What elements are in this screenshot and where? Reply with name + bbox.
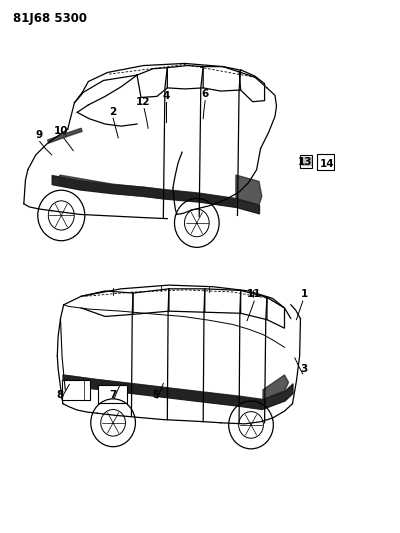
Text: 8: 8 bbox=[56, 391, 63, 400]
Polygon shape bbox=[63, 375, 132, 393]
Polygon shape bbox=[163, 189, 236, 207]
Text: 14: 14 bbox=[320, 159, 335, 168]
Polygon shape bbox=[60, 175, 163, 198]
Text: 10: 10 bbox=[54, 126, 68, 136]
Bar bbox=[300, 155, 312, 167]
Bar bbox=[62, 380, 90, 400]
Text: 2: 2 bbox=[110, 107, 117, 117]
Text: 7: 7 bbox=[110, 391, 117, 400]
Bar bbox=[317, 154, 334, 169]
Text: 13: 13 bbox=[298, 157, 312, 166]
Polygon shape bbox=[48, 134, 66, 143]
Bar bbox=[98, 384, 127, 402]
Polygon shape bbox=[263, 375, 288, 399]
Polygon shape bbox=[132, 383, 167, 397]
Text: 11: 11 bbox=[247, 289, 262, 300]
Polygon shape bbox=[65, 128, 82, 137]
Text: 5: 5 bbox=[152, 391, 159, 400]
Polygon shape bbox=[167, 387, 203, 401]
Polygon shape bbox=[239, 396, 263, 409]
Polygon shape bbox=[236, 175, 262, 205]
Text: 9: 9 bbox=[35, 130, 42, 140]
Text: 12: 12 bbox=[136, 97, 151, 107]
Text: 3: 3 bbox=[301, 364, 308, 374]
Text: 4: 4 bbox=[162, 91, 170, 101]
Text: 81J68 5300: 81J68 5300 bbox=[13, 12, 87, 26]
Text: 1: 1 bbox=[301, 289, 308, 300]
Text: 6: 6 bbox=[202, 89, 209, 99]
Polygon shape bbox=[302, 157, 311, 165]
Polygon shape bbox=[202, 392, 240, 406]
